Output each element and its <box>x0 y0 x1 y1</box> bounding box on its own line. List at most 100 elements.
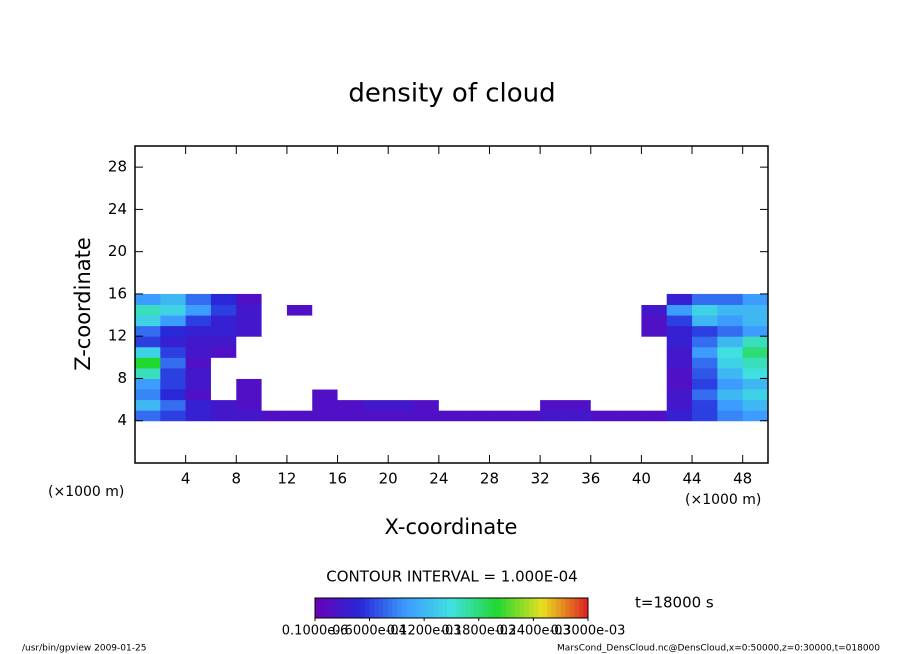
density-cell <box>540 399 566 411</box>
x-tick-label: 4 <box>181 470 191 488</box>
y-tick-label: 28 <box>108 158 127 176</box>
density-cell <box>261 293 288 305</box>
colorbar-swatch <box>492 598 498 618</box>
density-cell <box>160 378 187 390</box>
density-cell <box>590 378 617 390</box>
density-cell <box>540 346 566 358</box>
density-cell <box>388 378 415 390</box>
density-cell <box>666 336 693 348</box>
y-axis-label: Z-coordinate <box>71 237 95 371</box>
density-cell <box>717 325 744 337</box>
density-cell <box>666 367 693 379</box>
density-cell <box>135 367 161 379</box>
density-cell <box>717 367 744 379</box>
colorbar-swatch <box>542 598 548 618</box>
colorbar-swatch <box>533 598 539 618</box>
colorbar-swatch <box>351 598 357 618</box>
colorbar-swatch <box>551 598 557 618</box>
density-cell <box>185 315 212 327</box>
colorbar-swatch <box>315 598 320 618</box>
density-cell <box>565 357 592 369</box>
density-cell <box>337 293 364 305</box>
colorbar-swatch <box>506 598 512 618</box>
density-cell <box>413 410 440 422</box>
density-cell <box>692 389 718 401</box>
y-tick-label: 8 <box>117 369 127 387</box>
colorbar-swatch <box>369 598 375 618</box>
density-cell <box>135 378 161 390</box>
density-cell <box>388 410 415 422</box>
density-cell <box>286 367 313 379</box>
density-cell <box>464 304 490 316</box>
density-cell <box>540 336 566 348</box>
colorbar-swatch <box>428 598 434 618</box>
colorbar-swatch <box>383 598 389 618</box>
density-cell <box>666 304 693 316</box>
density-cell <box>742 378 769 390</box>
density-cell <box>413 293 440 305</box>
contour-interval: CONTOUR INTERVAL = 1.000E-04 <box>326 568 577 586</box>
density-cell <box>514 336 541 348</box>
density-cell <box>666 325 693 337</box>
density-cell <box>261 367 288 379</box>
density-cell <box>514 325 541 337</box>
density-cell <box>236 336 263 348</box>
density-cell <box>185 325 212 337</box>
density-cell <box>210 378 237 390</box>
colorbar-tick-label: 0.1200e-03 <box>387 624 462 639</box>
colorbar-swatch <box>497 598 502 618</box>
density-cell <box>286 336 313 348</box>
density-cell <box>666 293 693 305</box>
colorbar-swatch <box>442 598 448 618</box>
density-cell <box>489 315 516 327</box>
colorbar-swatch <box>396 598 402 618</box>
x-tick-label: 32 <box>531 470 550 488</box>
density-cell <box>717 346 744 358</box>
density-cell <box>185 410 212 422</box>
density-cell <box>160 410 187 422</box>
density-cell <box>438 410 465 422</box>
colorbar-swatch <box>410 598 416 618</box>
x-unit: (×1000 m) <box>685 492 761 508</box>
colorbar-swatch <box>483 598 489 618</box>
y-tick-label: 4 <box>117 411 127 429</box>
density-cell <box>135 399 161 411</box>
colorbar-swatch <box>406 598 411 618</box>
density-cell <box>312 367 339 379</box>
density-cell <box>210 304 237 316</box>
density-cell <box>540 367 566 379</box>
density-cell <box>236 399 263 411</box>
density-cell <box>135 304 161 316</box>
density-cell <box>565 410 592 422</box>
density-cell <box>185 346 212 358</box>
density-cell <box>185 336 212 348</box>
density-cell <box>210 325 237 337</box>
density-cell <box>616 357 642 369</box>
y-tick-label: 20 <box>108 242 127 260</box>
density-cell <box>438 378 465 390</box>
density-cell <box>514 315 541 327</box>
chart-title: density of cloud <box>348 79 555 109</box>
density-cell <box>337 399 364 411</box>
density-cell <box>464 315 490 327</box>
density-cell <box>135 346 161 358</box>
density-cell <box>565 336 592 348</box>
density-cell <box>210 346 237 358</box>
density-cell <box>135 357 161 369</box>
density-cell <box>692 304 718 316</box>
density-cell <box>160 304 187 316</box>
colorbar-swatch <box>574 598 580 618</box>
density-cell <box>312 410 339 422</box>
density-cell <box>413 336 440 348</box>
density-cell <box>717 336 744 348</box>
density-cell <box>641 293 668 305</box>
density-cell <box>438 336 465 348</box>
density-cell <box>210 357 237 369</box>
density-cell <box>692 399 718 411</box>
density-cell <box>692 367 718 379</box>
density-cell <box>388 346 415 358</box>
density-cell <box>590 357 617 369</box>
density-cell <box>514 378 541 390</box>
colorbar-swatch <box>415 598 421 618</box>
